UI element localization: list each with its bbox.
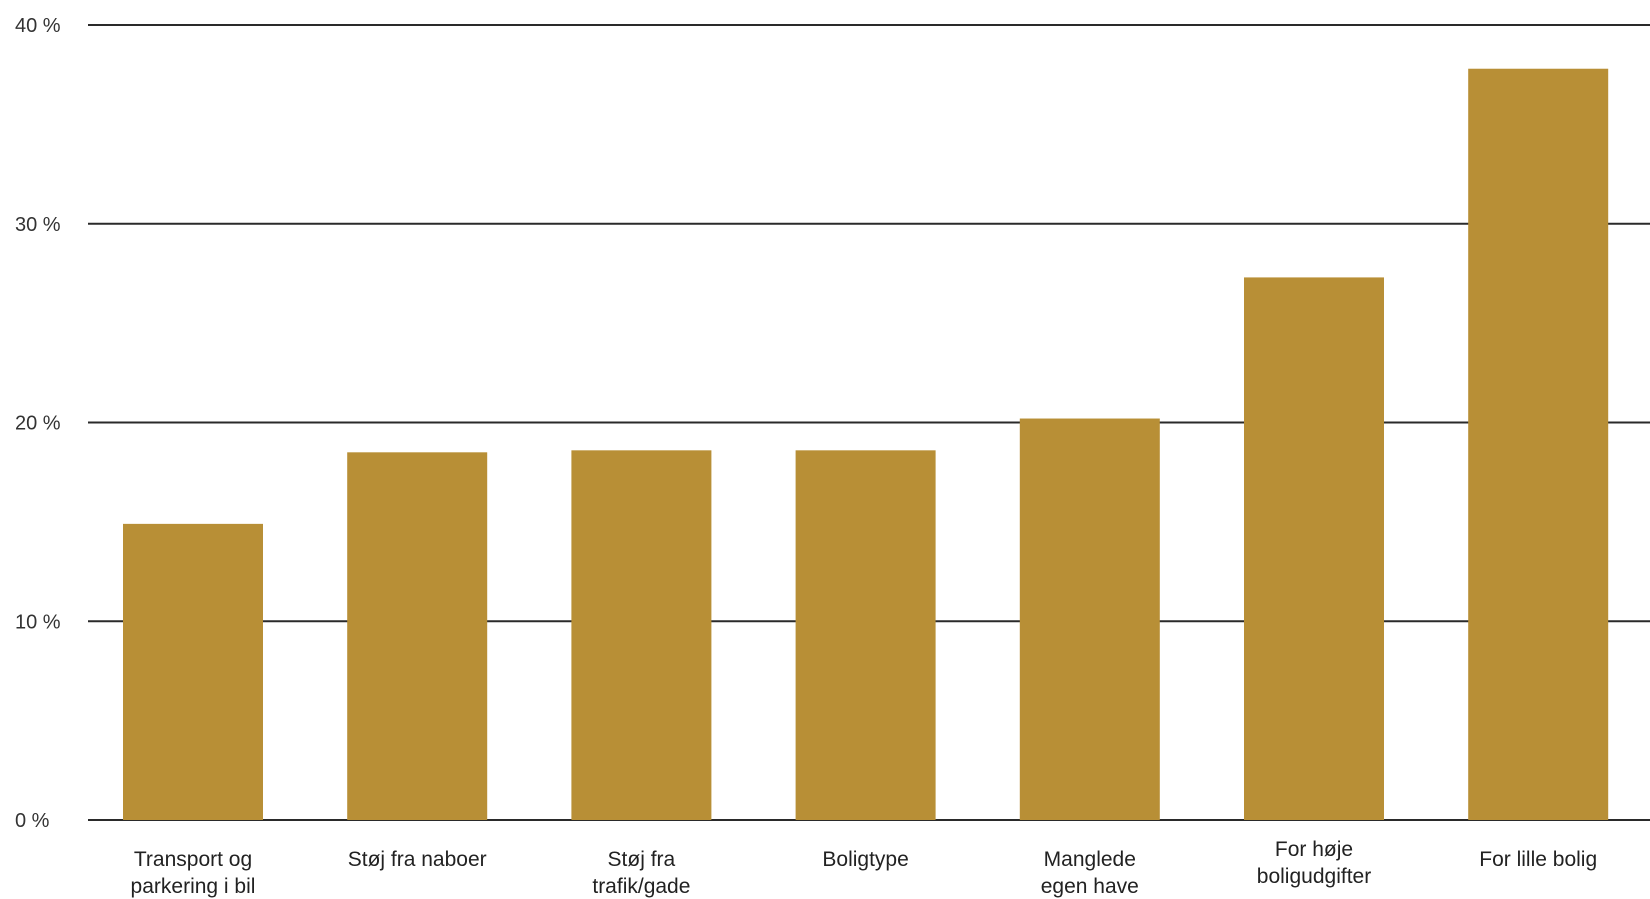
y-axis-tick-labels: 0 % 10 % 20 % 30 % 40 % [15,15,61,832]
x-category-label: Manglede [1044,848,1136,871]
x-category-label: For lille bolig [1479,848,1597,871]
x-category-label: Boligtype [822,848,908,871]
bar [347,452,488,820]
x-category-label: egen have [1041,875,1139,898]
x-axis-category-labels: Transport og parkering i bil Støj fra nabo… [131,838,1598,898]
x-category-label: parkering i bil [131,875,256,898]
y-tick-label: 10 % [15,611,61,633]
bar [795,450,936,820]
bar [571,450,712,820]
x-category-label: Transport og [134,848,252,871]
x-category-label: Støj fra [608,848,676,871]
bar [123,523,263,820]
x-category-label: For høje [1275,838,1353,861]
x-category-label: Støj fra naboer [348,848,487,871]
y-tick-label: 20 % [15,413,61,435]
y-tick-label: 30 % [15,214,61,236]
y-tick-label: 0 % [15,810,50,832]
bar [1468,68,1609,821]
x-category-label: boligudgifter [1257,865,1371,888]
y-tick-label: 40 % [15,15,61,37]
bars [123,68,1609,821]
x-category-label: trafik/gade [592,875,690,898]
bar [1244,277,1384,821]
bar [1019,418,1160,820]
